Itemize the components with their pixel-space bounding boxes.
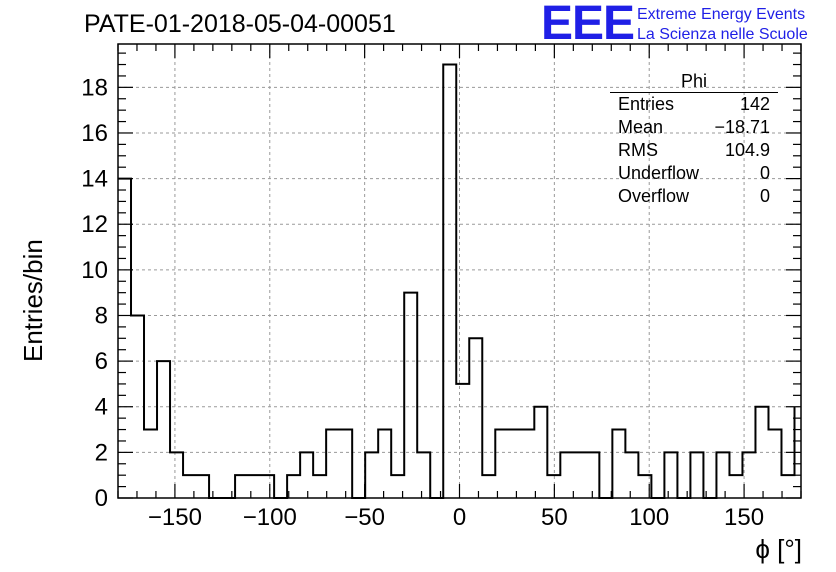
stats-title: Phi bbox=[610, 70, 778, 93]
y-tick-label: 10 bbox=[81, 257, 108, 284]
y-tick-label: 6 bbox=[95, 348, 108, 375]
stats-value: 142 bbox=[740, 93, 770, 116]
stats-row: Mean −18.71 bbox=[610, 116, 778, 139]
x-tick-label: −50 bbox=[344, 504, 385, 531]
stats-value: 104.9 bbox=[725, 139, 770, 162]
y-tick-label: 4 bbox=[95, 394, 108, 421]
stats-row: Overflow 0 bbox=[610, 185, 778, 208]
histogram-bin bbox=[157, 361, 170, 498]
stats-row: Entries 142 bbox=[610, 93, 778, 116]
y-tick-label: 16 bbox=[81, 120, 108, 147]
histogram-bin bbox=[469, 338, 482, 498]
histogram-bin bbox=[508, 430, 521, 498]
eee-logo: EEE bbox=[541, 0, 634, 48]
histogram-bin bbox=[365, 452, 378, 498]
histogram-bin bbox=[716, 452, 729, 498]
stats-label: Overflow bbox=[618, 185, 689, 208]
histogram-bin bbox=[417, 452, 430, 498]
chart-title: PATE-01-2018-05-04-00051 bbox=[84, 10, 396, 39]
stats-row: Underflow 0 bbox=[610, 162, 778, 185]
histogram-bin bbox=[235, 475, 248, 498]
histogram-bin bbox=[781, 475, 794, 498]
stats-label: Mean bbox=[618, 116, 663, 139]
stats-box: Phi Entries 142 Mean −18.71 RMS 104.9 Un… bbox=[610, 70, 778, 208]
histogram-bin bbox=[573, 452, 586, 498]
histogram-bin bbox=[326, 430, 339, 498]
histogram-bin bbox=[690, 452, 703, 498]
stats-row: RMS 104.9 bbox=[610, 139, 778, 162]
histogram-bin bbox=[612, 430, 625, 498]
y-axis-label: Entries/bin bbox=[18, 239, 49, 362]
x-axis-label: ϕ [°] bbox=[755, 534, 802, 565]
histogram-bin bbox=[144, 430, 157, 498]
histogram-bin bbox=[560, 452, 573, 498]
stats-value: −18.71 bbox=[714, 116, 770, 139]
y-tick-label: 18 bbox=[81, 74, 108, 101]
stats-value: 0 bbox=[760, 185, 770, 208]
histogram-bin bbox=[248, 475, 261, 498]
y-tick-label: 0 bbox=[95, 485, 108, 512]
x-tick-label: 150 bbox=[724, 504, 764, 531]
histogram-bin bbox=[729, 475, 742, 498]
x-tick-label: −100 bbox=[243, 504, 297, 531]
histogram-bin bbox=[664, 452, 677, 498]
histogram-bin bbox=[768, 430, 781, 498]
histogram-bin bbox=[521, 430, 534, 498]
stats-label: Underflow bbox=[618, 162, 699, 185]
histogram-bin bbox=[443, 65, 456, 498]
histogram-bin bbox=[339, 430, 352, 498]
stats-label: Entries bbox=[618, 93, 674, 116]
y-tick-label: 2 bbox=[95, 439, 108, 466]
histogram-bin bbox=[456, 384, 469, 498]
histogram-bin bbox=[170, 452, 183, 498]
stats-value: 0 bbox=[760, 162, 770, 185]
logo-line-2: La Scienza nelle Scuole bbox=[637, 26, 808, 44]
x-tick-label: 50 bbox=[541, 504, 568, 531]
y-tick-label: 12 bbox=[81, 211, 108, 238]
histogram-bin bbox=[261, 475, 274, 498]
histogram-bin bbox=[196, 475, 209, 498]
histogram-bin bbox=[378, 430, 391, 498]
histogram-bin bbox=[300, 452, 313, 498]
stats-label: RMS bbox=[618, 139, 658, 162]
y-tick-label: 14 bbox=[81, 166, 108, 193]
histogram-bin bbox=[495, 430, 508, 498]
y-tick-label: 8 bbox=[95, 302, 108, 329]
logo-line-1: Extreme Energy Events bbox=[637, 6, 805, 24]
x-tick-label: 0 bbox=[453, 504, 466, 531]
histogram-bin bbox=[404, 293, 417, 498]
histogram-bin bbox=[625, 452, 638, 498]
x-tick-label: −150 bbox=[148, 504, 202, 531]
histogram-bin bbox=[482, 475, 495, 498]
histogram-bin bbox=[313, 475, 326, 498]
x-tick-label: 100 bbox=[629, 504, 669, 531]
